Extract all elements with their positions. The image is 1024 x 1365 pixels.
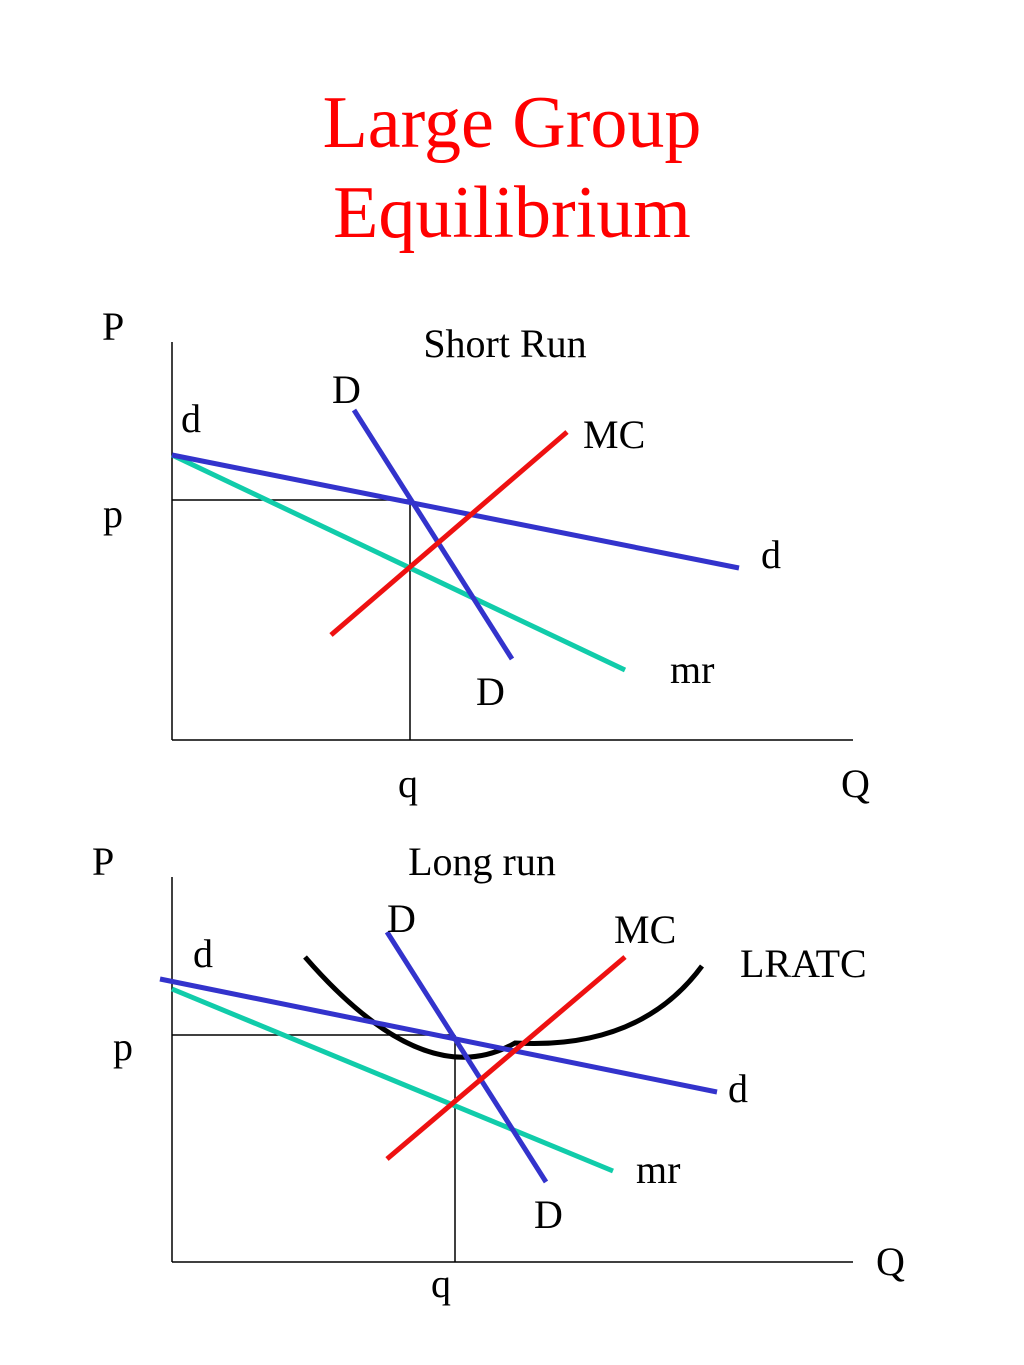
lr-lratc-curve: [303, 955, 705, 1060]
sr-d-curve: [171, 452, 740, 571]
sr-D-top-label: D: [332, 367, 361, 412]
lr-mr-curve: [171, 986, 614, 1174]
sr-mc-curve: [329, 430, 569, 637]
sr-mc-label: MC: [583, 412, 645, 457]
title-line-2: Equilibrium: [333, 172, 691, 254]
lr-mc-curve: [385, 955, 627, 1161]
lr-axis-price-label: P: [92, 839, 114, 884]
lr-heading: Long run: [408, 839, 556, 884]
sr-d-top-label: d: [181, 396, 201, 441]
sr-axis-quantity-label: Q: [841, 761, 870, 806]
lr-mr-label: mr: [636, 1147, 680, 1192]
slide-title: Large Group Equilibrium: [0, 78, 1024, 258]
short-run-diagram: Short Run P Q p q d d D D MC mr: [102, 304, 870, 806]
lr-D-curve: [384, 930, 549, 1184]
lr-price-label: p: [113, 1024, 133, 1069]
lr-lratc-label: LRATC: [740, 941, 867, 986]
sr-heading: Short Run: [423, 321, 586, 366]
sr-mr-label: mr: [670, 647, 714, 692]
lr-D-top-label: D: [387, 896, 416, 941]
title-line-1: Large Group: [322, 82, 702, 164]
lr-d-curve: [159, 976, 718, 1095]
sr-mr-curve: [170, 452, 627, 673]
sr-axis-price-label: P: [102, 304, 124, 349]
lr-d-end-label: d: [728, 1066, 748, 1111]
sr-quantity-label: q: [398, 761, 418, 806]
lr-axis-quantity-label: Q: [876, 1239, 905, 1284]
lr-D-bottom-label: D: [534, 1192, 563, 1237]
lr-quantity-label: q: [431, 1261, 451, 1306]
lr-mc-label: MC: [614, 907, 676, 952]
sr-d-end-label: d: [761, 532, 781, 577]
sr-price-label: p: [103, 491, 123, 536]
lr-d-top-label: d: [193, 931, 213, 976]
sr-D-bottom-label: D: [476, 669, 505, 714]
long-run-diagram: Long run P Q p q d d D D MC mr LRATC: [92, 839, 905, 1306]
sr-D-curve: [351, 408, 515, 661]
